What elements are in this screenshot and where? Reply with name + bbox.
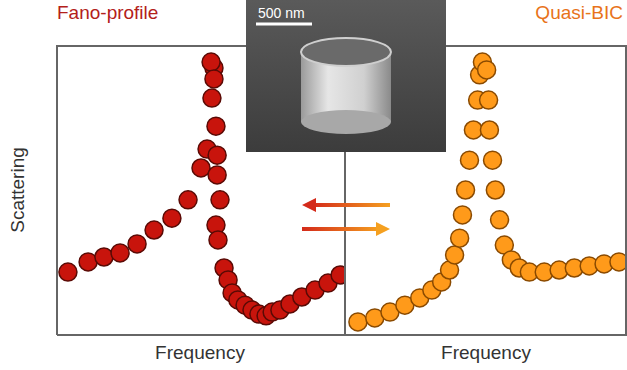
html-text:Quasi-BIC: Quasi-BIC xyxy=(535,2,623,23)
html-text:Frequency: Frequency xyxy=(155,342,245,363)
html-text:Fano-profile: Fano-profile xyxy=(57,2,159,23)
html-text:Scattering: Scattering xyxy=(7,147,28,233)
html-text:Frequency: Frequency xyxy=(441,342,531,363)
svg-text:500 nm: 500 nm xyxy=(258,5,305,21)
